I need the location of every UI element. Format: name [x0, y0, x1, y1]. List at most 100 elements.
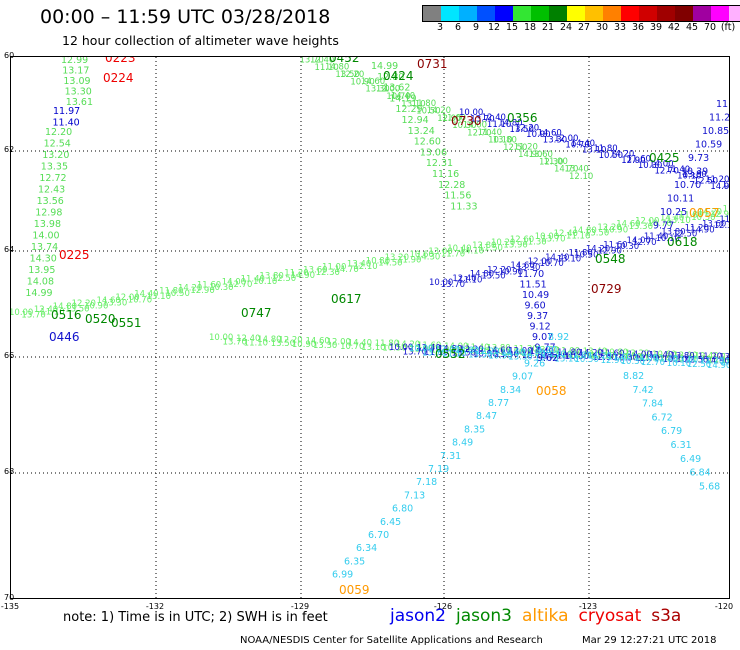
time-label: 0425 [649, 151, 680, 165]
jason3-band-east: 11.80 [375, 339, 399, 349]
jason3-band-north: 11.60 [442, 113, 466, 123]
jason2-band-northeast: 14.80 [498, 118, 522, 128]
cyan-band-east: 13.60 [720, 358, 730, 368]
jason3-band-ascending: 14.20 [698, 208, 722, 218]
jason3-band-ascending: 12.10 [353, 262, 377, 272]
jason3-band-east: 12.70 [452, 346, 476, 356]
jason2-band-ascending: 14.60 [510, 261, 534, 271]
jason2-swh-value: 10.85 [702, 126, 729, 137]
jason3-band-east: 13.30 [313, 341, 337, 351]
jason3-band-ascending: 10.50 [691, 213, 715, 223]
jason3-band-north: 11.80 [412, 99, 436, 109]
jason2-band-northeast: 10.50 [599, 151, 623, 161]
jason2-band-northeast: 11.80 [593, 144, 617, 154]
jason2-band-ascending: 14.80 [470, 270, 494, 280]
jason3-swh-value: 13.06 [420, 147, 447, 158]
jason3-band-ascending: 14.50 [378, 259, 402, 269]
jason2-band-northeast: 10.10 [677, 171, 701, 181]
jason3-band-north: 11.40 [478, 128, 502, 138]
jason2-swh-value: 11.70 [517, 269, 544, 280]
cyan-band-east: 12.00 [521, 349, 545, 359]
jason3-band-north: 12.10 [569, 172, 593, 182]
latitude-label: 66 [4, 351, 15, 360]
jason3-band-ascending: 13.00 [428, 247, 452, 257]
cyan-band-east: 13.10 [554, 354, 578, 364]
scale-swatch [567, 6, 585, 21]
scale-swatch [495, 6, 513, 21]
jason3-band-north: 10.50 [416, 107, 440, 117]
cyan-band-east: 13.70 [422, 348, 446, 358]
jason2-swh-value: 11.51 [520, 280, 547, 291]
jason3-band-north: 12.00 [376, 84, 400, 94]
jason3-band-north: 12.50 [503, 143, 527, 153]
jason2-swh-value: 9.62 [537, 353, 558, 364]
scale-swatch [531, 6, 549, 21]
jason3-swh-value: 12.31 [426, 158, 453, 169]
cyan-band-east: 12.50 [687, 360, 711, 370]
altika-swh-value: 8.47 [476, 411, 497, 422]
jason3-band-ascending: 11.10 [566, 231, 590, 241]
latitude-label: 64 [4, 245, 15, 254]
jason3-band-east: 12.80 [721, 353, 730, 363]
jason3-band-north: 10.90 [350, 77, 374, 87]
jason2-band-ascending: 13.80 [661, 228, 685, 238]
jason2-band-east: 14.90 [706, 356, 730, 366]
jason3-swh-value: 12.80 [377, 72, 404, 83]
jason3-band-ascending: 12.80 [472, 241, 496, 251]
jason2-swh-value: 9.77 [535, 343, 556, 354]
jason3-swh-value: 14.08 [27, 277, 54, 288]
jason3-band-ascending: 11.90 [397, 256, 421, 266]
scale-label: 24 [559, 22, 573, 33]
jason3-band-ascending: 11.80 [679, 211, 703, 221]
altika-swh-value: 6.34 [356, 543, 377, 554]
jason2-band-ascending: 12.20 [487, 265, 511, 275]
jason3-band-ascending: 14.40 [660, 214, 684, 224]
jason3-band-ascending: 11.20 [284, 268, 308, 278]
legend-jason2: jason2 [390, 606, 446, 626]
jason3-band-north: 12.40 [310, 57, 334, 65]
scale-label: 12 [487, 22, 501, 33]
jason3-band-east: 11.40 [465, 343, 489, 353]
time-label: 0223 [105, 57, 136, 65]
jason2-band-ascending: 14.00 [627, 236, 651, 246]
cyan-band-east: 13.50 [468, 350, 492, 360]
jason3-band-ascending: 13.90 [503, 240, 527, 250]
time-label: 0548 [595, 252, 626, 266]
jason2-band-ascending: 10.00 [429, 278, 453, 288]
cyan-band-east: 10.00 [409, 344, 433, 354]
jason3-band-ascending: 13.30 [103, 298, 127, 308]
jason3-band-ascending: 13.10 [147, 292, 171, 302]
jason3-band-ascending: 11.60 [197, 281, 221, 291]
latitude-label: 60 [4, 51, 15, 60]
jason2-band-northeast: 10.30 [638, 161, 662, 171]
s3a-swh-value: 6.31 [671, 440, 692, 451]
altika-swh-value: 8.77 [488, 398, 509, 409]
jason2-band-east: 10.50 [565, 352, 589, 362]
scale-swatch [657, 6, 675, 21]
jason3-swh-value: 12.99 [61, 57, 88, 66]
cyan-band-east: 12.70 [641, 358, 665, 368]
jason2-swh-value: 11.40 [53, 118, 80, 129]
jason2-swh-value: 9.07 [532, 332, 553, 343]
jason2-band-ascending: 11.00 [719, 215, 730, 225]
altika-swh-value: 6.99 [332, 570, 353, 581]
jason3-swh-value: 12.20 [45, 127, 72, 138]
jason2-band-northeast: 11.60 [627, 155, 651, 165]
jason3-band-ascending: 12.70 [228, 280, 252, 290]
jason2-band-northeast: 13.30 [543, 135, 567, 145]
jason3-band-ascending: 10.30 [729, 207, 730, 217]
jason3-band-ascending: 10.60 [410, 250, 434, 260]
jason3-band-east: 12.30 [548, 350, 572, 360]
time-label: 0356 [507, 111, 538, 125]
jason3-band-east: 14.50 [617, 353, 641, 363]
jason3-band-east: 13.20 [625, 349, 649, 359]
jason3-band-ascending: 14.80 [53, 302, 77, 312]
jason3-band-east: 10.70 [340, 342, 364, 352]
jason3-band-east: 10.10 [479, 347, 503, 357]
jason3-band-east: 10.80 [604, 348, 628, 358]
jason2-band-northeast: 12.20 [515, 124, 539, 134]
jason3-swh-value: 13.74 [31, 242, 58, 253]
jason2-band-east: 12.90 [592, 353, 616, 363]
jason3-band-north: 14.70 [554, 165, 578, 175]
wave-height-color-scale [422, 5, 740, 22]
